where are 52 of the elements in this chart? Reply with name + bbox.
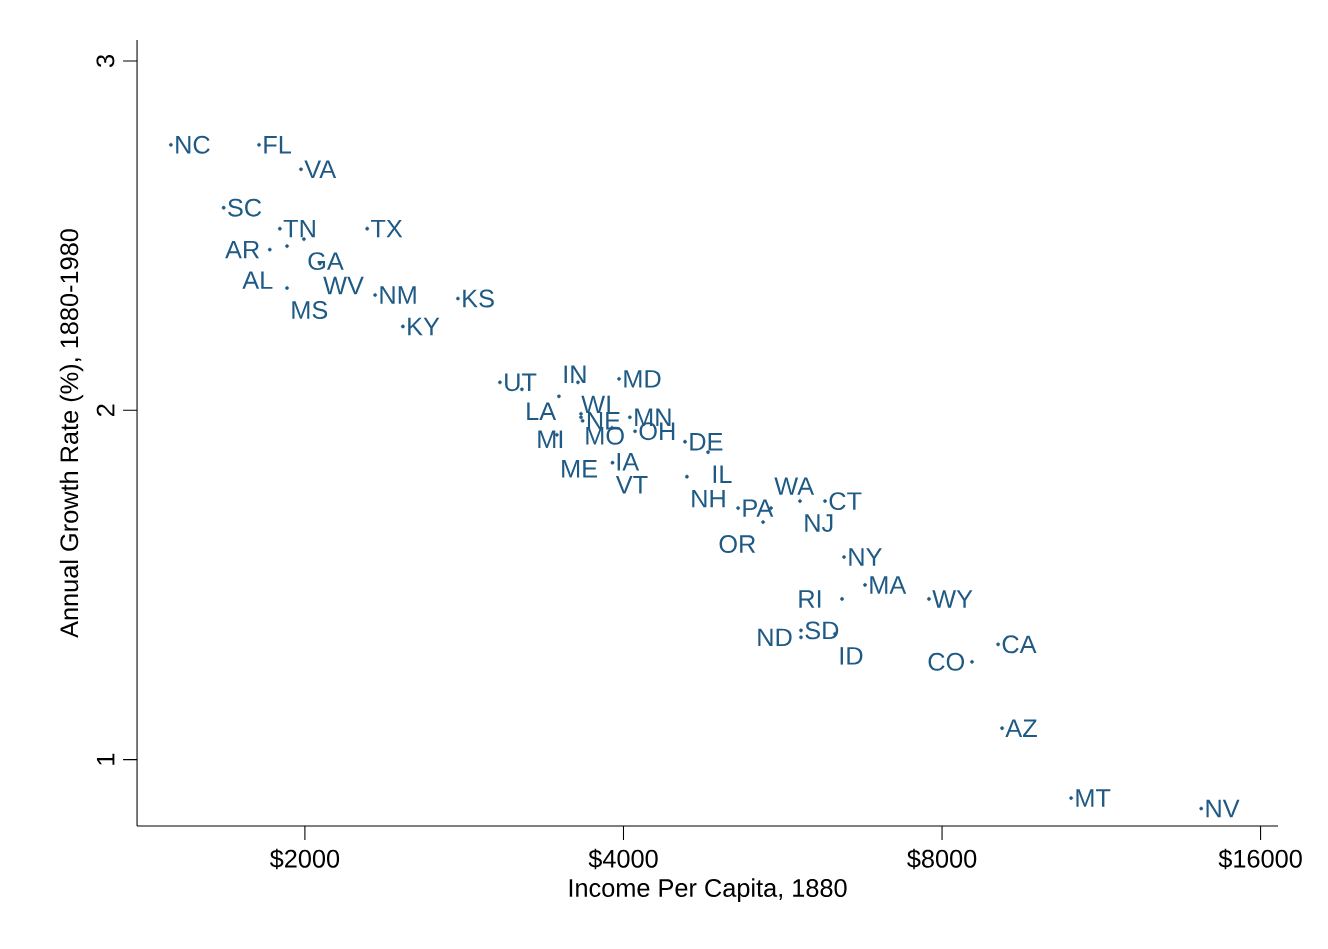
data-label: SD <box>805 621 839 640</box>
data-label: IA <box>617 453 640 471</box>
data-label: KS <box>463 289 494 308</box>
y-axis-title: Annual Growth Rate (%), 1880-1980 <box>59 229 84 638</box>
data-label: NC <box>176 135 210 154</box>
data-label: NY <box>849 548 882 566</box>
data-label: MT <box>1076 789 1111 807</box>
data-label: TX <box>370 219 403 238</box>
data-label: MA <box>870 576 907 594</box>
data-label: VT <box>615 475 648 494</box>
data-label: ND <box>758 628 792 647</box>
data-label: NH <box>692 489 725 508</box>
data-label: AZ <box>1005 719 1037 737</box>
data-label: GA <box>308 252 344 271</box>
data-label: PA <box>743 499 774 517</box>
data-label: IN <box>564 365 586 384</box>
data-label: DE <box>690 433 723 451</box>
data-label: MS <box>292 301 328 319</box>
data-label: AR <box>225 240 260 259</box>
data-label: NJ <box>805 514 833 532</box>
y-tick-label: 1 <box>96 753 115 765</box>
data-label: UT <box>505 373 537 392</box>
data-label: ME <box>562 460 598 478</box>
data-label: FL <box>264 136 292 154</box>
data-label: AL <box>242 271 273 289</box>
y-tick-label: 3 <box>96 55 115 68</box>
x-tick-label: $8000 <box>907 848 977 870</box>
data-label: VA <box>304 160 337 178</box>
data-label: NV <box>1206 799 1240 818</box>
data-label: RI <box>799 590 821 608</box>
x-tick-label: $16000 <box>1218 848 1302 870</box>
data-label: WA <box>774 477 815 495</box>
data-label: IL <box>713 465 732 483</box>
y-tick-label: 2 <box>96 404 115 417</box>
data-label: TN <box>283 219 315 238</box>
data-label: CO <box>928 652 965 671</box>
data-label: LA <box>527 402 557 421</box>
data-label: SC <box>228 198 262 217</box>
data-label: CA <box>1002 635 1037 654</box>
x-tick-label: $4000 <box>588 848 658 870</box>
data-label: KY <box>408 317 440 336</box>
data-label: ID <box>840 647 863 665</box>
x-tick-label: $2000 <box>269 848 340 870</box>
data-label: CT <box>829 492 862 511</box>
data-label: OR <box>719 535 756 554</box>
data-label: WY <box>932 590 973 608</box>
data-label: WI <box>581 395 610 414</box>
data-label: WV <box>323 276 364 295</box>
data-label: MI <box>538 430 563 448</box>
x-axis-title: Income Per Capita, 1880 <box>569 878 847 902</box>
data-label: MD <box>624 370 661 388</box>
data-label: NM <box>380 286 416 304</box>
